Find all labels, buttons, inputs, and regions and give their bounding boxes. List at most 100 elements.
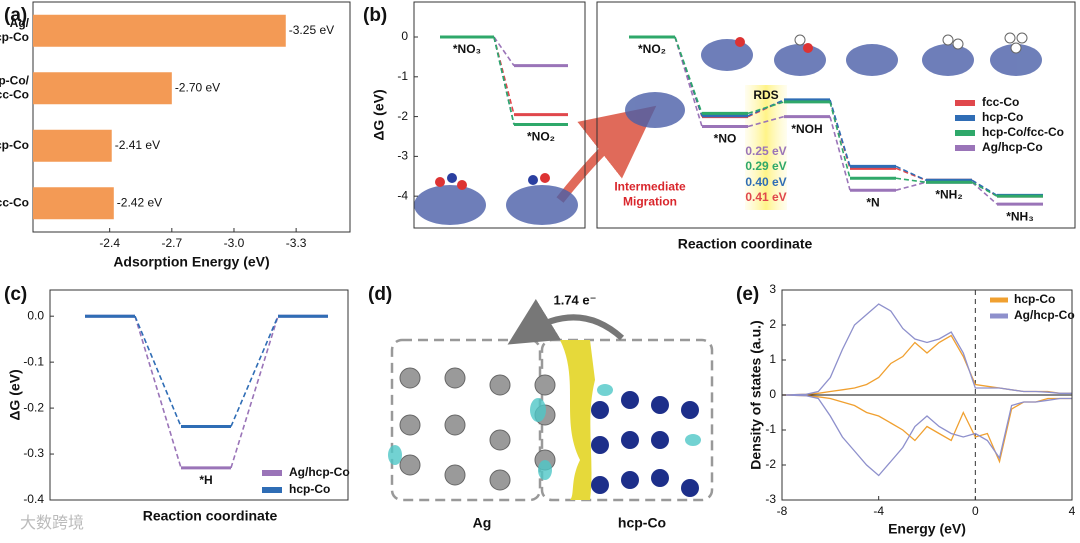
connector: [895, 165, 927, 181]
dos-curve: [781, 303, 1072, 396]
step-label: *N: [866, 195, 879, 209]
bar: [33, 187, 114, 220]
value-label: -2.41 eV: [115, 138, 160, 152]
x-tick-label: 0: [972, 504, 979, 518]
plot-frame: [413, 1, 586, 229]
x-axis-label: Reaction coordinate: [678, 236, 813, 252]
connector: [493, 36, 515, 115]
value-label: -2.42 eV: [117, 195, 162, 209]
x-tick-label: -3.0: [224, 236, 245, 250]
y-tick-label: 1: [769, 352, 776, 366]
step-label: *NO₂: [638, 42, 666, 56]
rds-highlight: [745, 85, 787, 210]
connector: [971, 181, 998, 205]
y-tick-label: -0.1: [23, 354, 44, 368]
y-tick-label: -0.3: [23, 446, 44, 460]
category-label: hcp-Co: [0, 138, 29, 152]
connector: [230, 315, 279, 427]
connector: [895, 177, 927, 184]
y-tick-label: -2: [397, 109, 408, 123]
connector: [971, 179, 998, 197]
bar: [33, 72, 172, 105]
legend-label: fcc-Co: [982, 95, 1019, 109]
step-label: *NOH: [791, 122, 822, 136]
category-label: hcp-Co/fcc-Co: [0, 73, 30, 101]
step-label: *NO: [714, 132, 737, 146]
y-tick-label: -3: [397, 149, 408, 163]
plot-frame: [49, 289, 349, 501]
annotation: 0.29 eV: [745, 159, 786, 173]
dos-curve: [781, 334, 1072, 396]
slab-images: [414, 39, 1042, 225]
bar: [33, 129, 112, 162]
panel-label: (a): [4, 5, 27, 26]
step-label: *NH₂: [935, 187, 962, 201]
adsorbates: [435, 32, 1028, 190]
step-label: *NO₂: [527, 130, 555, 144]
y-tick-label: -4: [397, 188, 408, 202]
connector: [493, 36, 515, 67]
y-tick-label: 3: [769, 282, 776, 296]
legend-label: Ag/hcp-Co: [1014, 308, 1075, 322]
x-tick-label: 4: [1069, 504, 1076, 518]
y-axis-label: Density of states (a.u.): [748, 320, 764, 469]
legend-label: hcp-Co: [982, 110, 1023, 124]
region-label: hcp-Co: [618, 515, 666, 531]
plot-frame: [32, 1, 351, 233]
legend-label: hcp-Co: [1014, 292, 1055, 306]
connector: [134, 315, 182, 469]
legend-label: Ag/hcp-Co: [982, 140, 1043, 154]
y-tick-label: -3: [765, 492, 776, 506]
x-tick-label: -2.4: [99, 236, 120, 250]
step-label: *NH₃: [1006, 209, 1034, 223]
panel-label: (d): [368, 284, 392, 305]
y-tick-label: -2: [765, 457, 776, 471]
connector: [134, 315, 182, 427]
connector: [493, 36, 515, 125]
legend-label: Ag/hcp-Co: [289, 465, 350, 479]
y-tick-label: -1: [397, 69, 408, 83]
panel-label: (e): [736, 284, 759, 305]
annotation: 0.40 eV: [745, 175, 786, 189]
y-tick-label: 0: [401, 29, 408, 43]
connector: [747, 115, 785, 128]
step-label: *NO₃: [453, 42, 481, 56]
x-tick-label: -3.3: [286, 236, 307, 250]
bar: [33, 14, 286, 47]
y-axis-label: ΔG (eV): [371, 89, 387, 140]
x-axis-label: Adsorption Energy (eV): [113, 254, 269, 270]
value-label: -3.25 eV: [289, 23, 334, 37]
x-axis-label: Energy (eV): [888, 521, 966, 537]
charge-density-image: [388, 298, 714, 502]
step-label: *H: [199, 473, 212, 487]
x-tick-label: -4: [873, 504, 884, 518]
transfer-label: 1.74 e⁻: [553, 292, 596, 307]
connector: [971, 181, 998, 197]
dos-curve: [781, 394, 1072, 464]
panel-label: (c): [4, 284, 27, 305]
plot-frame: [596, 1, 1076, 229]
y-tick-label: -1: [765, 422, 776, 436]
value-label: -2.70 eV: [175, 80, 220, 94]
y-tick-label: -0.4: [23, 492, 44, 506]
annotation: Intermediate Migration: [614, 180, 686, 209]
legend-label: hcp-Co: [289, 482, 330, 496]
connector: [230, 315, 279, 469]
connector: [829, 116, 851, 191]
connector: [829, 99, 851, 167]
legend-label: hcp-Co/fcc-Co: [982, 125, 1064, 139]
x-tick-label: -8: [777, 504, 788, 518]
connector: [895, 181, 927, 191]
dos-curve: [781, 394, 1072, 477]
y-tick-label: -0.2: [23, 400, 44, 414]
connector: [674, 36, 703, 114]
annotation: 0.25 eV: [745, 144, 786, 158]
connector: [747, 101, 785, 115]
category-label: fcc-Co: [0, 195, 29, 209]
connector: [829, 101, 851, 179]
y-tick-label: 0: [769, 387, 776, 401]
region-label: Ag: [473, 515, 492, 531]
x-axis-label: Reaction coordinate: [143, 508, 278, 524]
